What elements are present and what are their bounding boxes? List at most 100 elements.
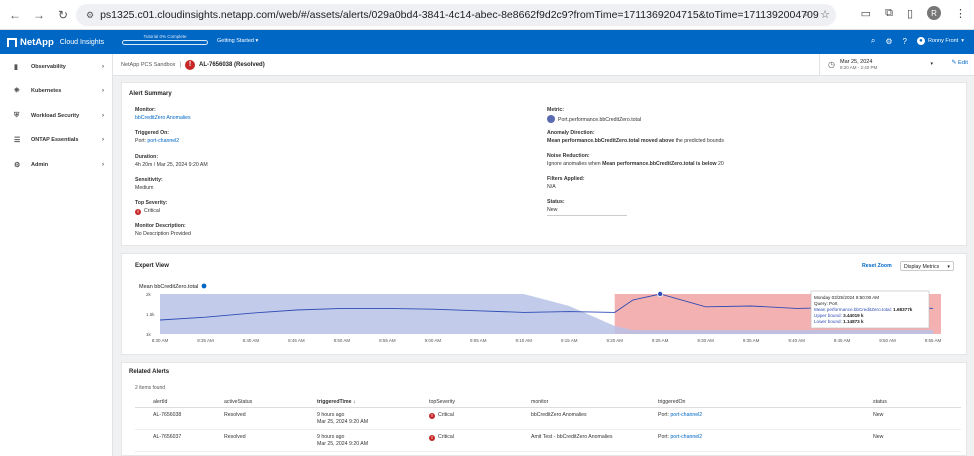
chevron-right-icon: › — [102, 161, 104, 168]
user-menu[interactable]: ● Ronny Front ▾ — [916, 37, 964, 45]
field-label: Monitor Description: — [135, 223, 186, 229]
alert-id-link[interactable]: AL-7656037 — [153, 434, 182, 440]
address-bar[interactable]: ⚙ ps1325.c01.cloudinsights.netapp.com/we… — [76, 4, 836, 26]
tutorial-progress-bar — [122, 40, 208, 45]
side-panel-icon[interactable]: ▯ — [906, 7, 913, 20]
table-row[interactable]: AL-7656037 Resolved 9 hours ago Mar 25, 2… — [135, 430, 961, 452]
bar-chart-icon: ▮ — [14, 63, 18, 71]
field-label: Triggered On: — [135, 130, 170, 136]
time-range-span: 8:20 AM - 2:40 PM — [839, 65, 878, 70]
series-line — [159, 293, 934, 321]
display-metrics-label: Display Metrics — [904, 263, 940, 270]
tooltip-mean: Mean performance.bbCreditZero.total: 1.6… — [814, 307, 913, 312]
reload-icon[interactable]: ↻ — [57, 7, 69, 22]
column-header[interactable]: status — [873, 399, 887, 405]
getting-started-menu[interactable]: Getting Started ▾ — [217, 38, 258, 44]
port-link[interactable]: port-channel2 — [670, 412, 703, 418]
field-label: Duration: — [135, 154, 159, 160]
tooltip-upper-label: Upper bound: — [814, 313, 842, 318]
critical-icon: ! — [429, 435, 435, 441]
chevron-right-icon: › — [102, 88, 104, 95]
time-range-date: Mar 25, 2024 — [839, 59, 873, 65]
column-header[interactable]: alertId — [153, 399, 168, 405]
browser-menu-icon[interactable]: ⋮ — [955, 7, 966, 20]
column-header[interactable]: triggeredOn — [658, 399, 686, 405]
extensions-icon[interactable]: ⧉ — [885, 6, 893, 19]
display-metrics-dropdown[interactable]: Display Metrics ▾ — [900, 261, 954, 271]
sidebar-item-label: ONTAP Essentials — [31, 137, 79, 144]
table-header: alertId activeStatus triggeredTime ↓ top… — [135, 398, 961, 408]
getting-started-label: Getting Started — [217, 38, 254, 44]
browser-toolbar: ← → ↻ ⚙ ps1325.c01.cloudinsights.netapp.… — [0, 0, 974, 30]
metric-value: Port.performance.bbCreditZero.total — [558, 117, 642, 123]
forward-icon[interactable]: → — [33, 7, 45, 22]
column-header[interactable]: topSeverity — [429, 399, 455, 405]
monitor-link[interactable]: bbCreditZero Anomalies — [135, 115, 191, 121]
tooltip-mean-label: Mean performance.bbCreditZero.total: — [814, 307, 892, 312]
column-header-sorted[interactable]: triggeredTime ↓ — [317, 399, 356, 405]
caret-down-icon: ▾ — [930, 61, 933, 67]
gear-icon[interactable]: ⚙ — [885, 36, 893, 46]
site-settings-icon[interactable]: ⚙ — [86, 9, 95, 20]
zoom-icon[interactable]: ⌕ — [803, 8, 811, 20]
active-status: Resolved — [224, 412, 246, 418]
netapp-logo[interactable]: NetApp Cloud Insights — [0, 37, 104, 48]
tooltip-query: Query: Port — [814, 301, 838, 306]
time-range-picker[interactable]: ◷ Mar 25, 2024 8:20 AM - 2:40 PM ▾ — [819, 54, 941, 75]
url-text[interactable]: ps1325.c01.cloudinsights.netapp.com/web/… — [100, 9, 819, 21]
severity-cell: ! Critical — [429, 412, 454, 419]
field-label: Status: — [547, 199, 565, 205]
info-icon[interactable] — [201, 283, 207, 289]
bookmark-star-icon[interactable]: ☆ — [820, 9, 830, 21]
sidebar-item-kubernetes[interactable]: ⎈ Kubernetes › — [0, 79, 112, 104]
breadcrumb-parent[interactable]: NetApp PCS Sandbox — [121, 61, 176, 68]
shield-icon: ⛨ — [14, 111, 20, 119]
sidebar-item-workload-security[interactable]: ⛨ Workload Security › — [0, 104, 112, 129]
sidebar-item-observability[interactable]: ▮ Observability › — [0, 55, 112, 80]
column-header[interactable]: activeStatus — [224, 399, 253, 405]
tooltip-lower-value: 1.14873 k — [843, 319, 864, 324]
anomaly-direction-field: Anomaly Direction: Mean performance.bbCr… — [547, 130, 724, 144]
status-value: New — [873, 434, 884, 440]
sidebar-item-admin[interactable]: ⚙ Admin › — [0, 153, 112, 178]
alert-id-link[interactable]: AL-7656038 — [153, 412, 182, 418]
reset-zoom-button[interactable]: Reset Zoom — [862, 263, 892, 269]
x-tick-label: 9:35 AM — [743, 338, 760, 343]
section-title: Expert View — [135, 263, 169, 269]
sidebar-item-ontap-essentials[interactable]: ☰ ONTAP Essentials › — [0, 128, 112, 153]
tutorial-progress[interactable]: Tutorial 0% Complete — [122, 34, 208, 45]
critical-icon: ! — [135, 209, 141, 215]
port-link[interactable]: port-channel2 — [147, 138, 180, 144]
field-label: Noise Reduction: — [547, 153, 590, 159]
chart-tooltip: Monday 03/25/2024 8:50:00 AM Query: Port… — [810, 290, 930, 329]
edit-button[interactable]: ✎ Edit — [952, 60, 968, 66]
metric-icon — [547, 115, 555, 123]
monitor-link[interactable]: bbCreditZero Anomalies — [531, 412, 587, 418]
related-alerts-panel: Related Alerts 2 items found alertId act… — [121, 362, 967, 456]
alert-critical-icon: ! — [185, 59, 195, 70]
tooltip-upper: Upper bound: 3.44019 k — [814, 313, 864, 318]
breadcrumb-separator: | — [179, 61, 181, 68]
noise-threshold: 20 — [717, 161, 724, 167]
table-row[interactable]: AL-7656038 Resolved 9 hours ago Mar 25, 2… — [135, 408, 961, 430]
column-header[interactable]: monitor — [531, 399, 549, 405]
time-absolute: Mar 25, 2024 9:20 AM — [317, 441, 369, 447]
product-name: Cloud Insights — [59, 38, 105, 46]
status-select[interactable]: New — [547, 207, 627, 216]
x-tick-label: 9:50 AM — [879, 338, 896, 343]
port-prefix: Port: — [658, 412, 669, 418]
port-link[interactable]: port-channel2 — [670, 434, 703, 440]
noise-reduction-field: Noise Reduction: Ignore anomalies when M… — [547, 153, 724, 167]
expert-view-chart[interactable]: Mean bbCreditZero.total 2k 1.5k 1k8:30 AM 8… — [122, 254, 968, 356]
help-icon[interactable]: ? — [902, 36, 907, 46]
expert-view-panel: Expert View Reset Zoom Display Metrics ▾… — [121, 253, 967, 355]
back-icon[interactable]: ← — [9, 7, 21, 22]
kubernetes-icon: ⎈ — [14, 87, 20, 95]
search-icon[interactable]: ⌕ — [870, 36, 876, 45]
duration-value: 4h 20m / Mar 25, 2024 9:20 AM — [135, 162, 208, 168]
triggered-time: 9 hours ago Mar 25, 2024 9:20 AM — [317, 412, 368, 426]
profile-avatar[interactable]: R — [927, 6, 941, 20]
monitor-link[interactable]: Amit Test - bbCreditZero Anomalies — [531, 434, 613, 440]
app-header: NetApp Cloud Insights Tutorial 0% Comple… — [0, 30, 974, 54]
cast-icon[interactable]: ▭ — [860, 7, 872, 20]
